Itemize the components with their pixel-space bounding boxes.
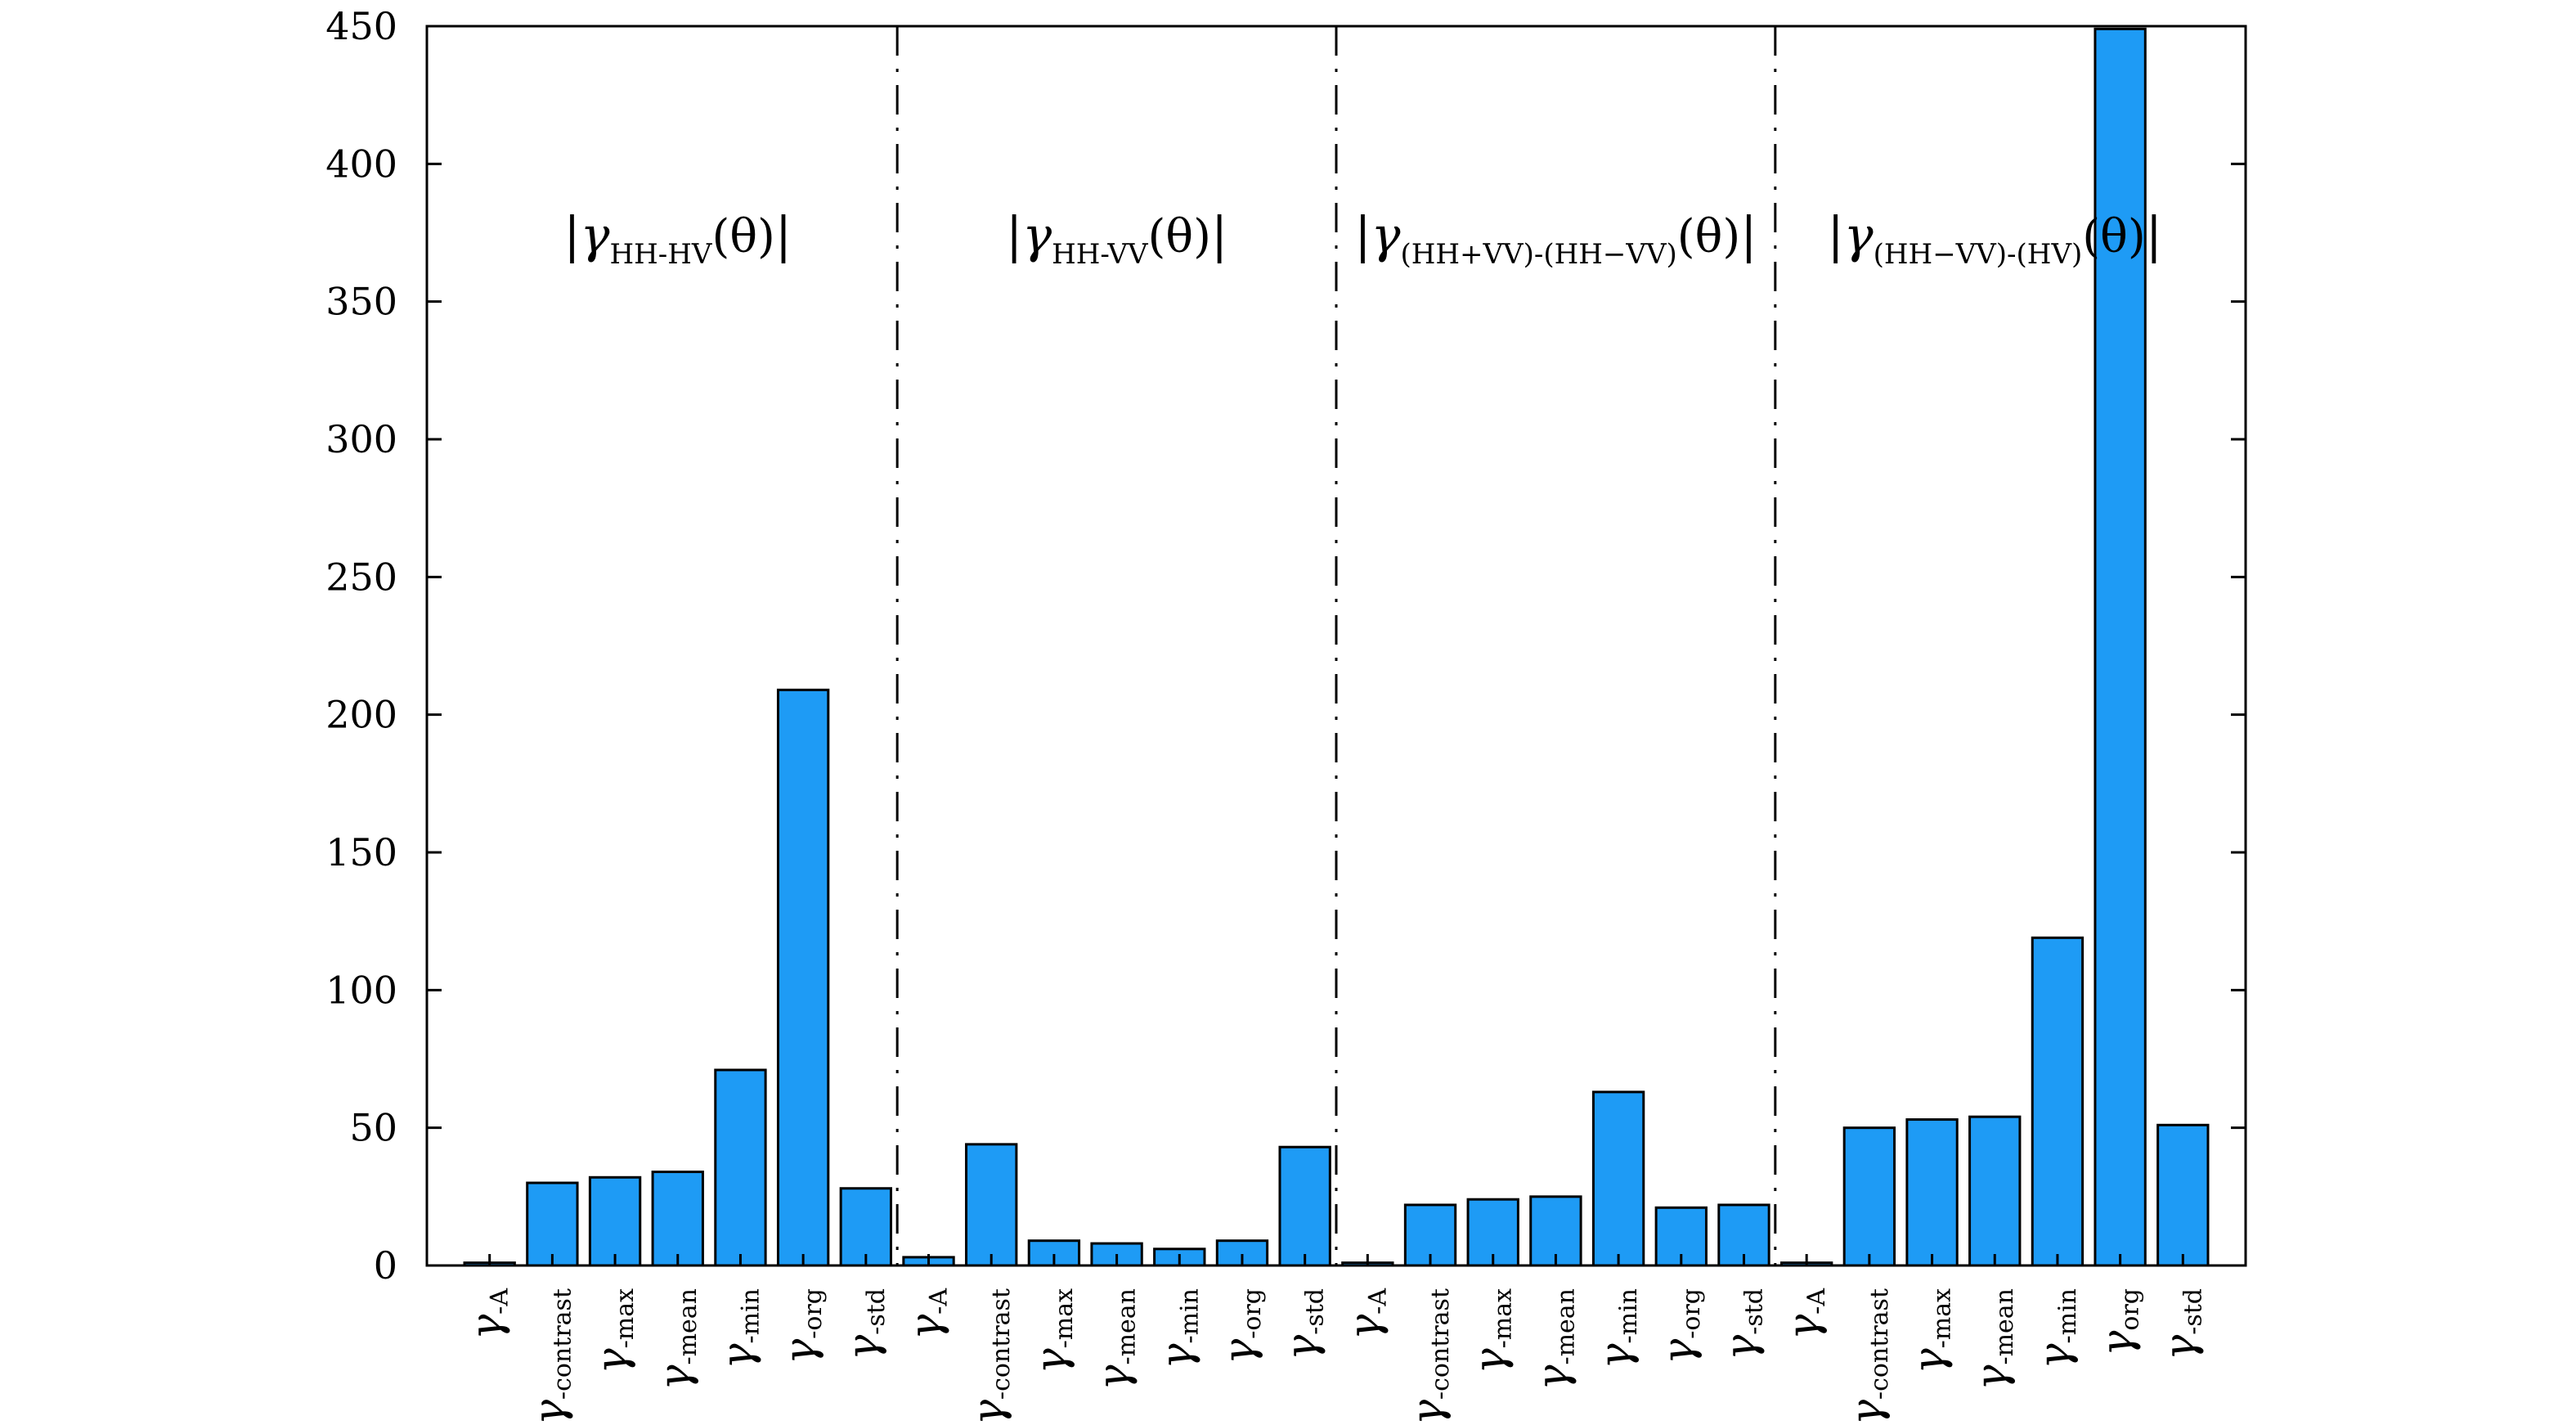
y-tick-label: 150 — [325, 830, 397, 874]
bar — [1591, 1090, 1645, 1267]
x-tick-label: γ-max — [588, 1288, 640, 1374]
x-tick-label: γ-contrast — [964, 1288, 1016, 1425]
y-tick-label: 100 — [325, 968, 397, 1012]
x-tick-label: γorg — [2094, 1288, 2145, 1356]
x-tick-label: γ-max — [1905, 1288, 1957, 1374]
x-tick-label: γ-max — [1466, 1288, 1518, 1374]
bar — [965, 1143, 1018, 1267]
group-label: |γHH-VV(θ)| — [1006, 207, 1227, 271]
x-tick-label: γ-std — [2156, 1288, 2207, 1360]
group-label: |γ(HH−VV)-(HV)(θ)| — [1828, 207, 2162, 271]
x-tick-label: γ-max — [1027, 1288, 1079, 1374]
bar — [1278, 1145, 1331, 1267]
bar — [1968, 1115, 2022, 1267]
x-tick-label: γ-std — [1717, 1288, 1768, 1360]
bar — [776, 688, 830, 1267]
x-tick-label: γ-org — [1654, 1288, 1706, 1364]
bar — [2094, 27, 2147, 1267]
bar — [2031, 936, 2085, 1267]
y-tick-label: 250 — [325, 555, 397, 599]
y-tick-label: 450 — [325, 4, 397, 48]
y-tick-label: 200 — [325, 693, 397, 737]
y-tick-label: 0 — [374, 1243, 397, 1288]
axes — [425, 25, 2247, 1267]
y-tick-label: 350 — [325, 280, 397, 324]
x-tick-label: γ-contrast — [525, 1288, 577, 1425]
x-tick-label: γ-std — [839, 1288, 891, 1360]
x-tick-label: γ-mean — [651, 1288, 702, 1391]
y-tick-label: 400 — [325, 142, 397, 186]
y-tick-label: 300 — [325, 417, 397, 461]
x-tick-label: γ-org — [1215, 1288, 1267, 1364]
bars — [463, 27, 2210, 1267]
x-tick-label: γ-std — [1278, 1288, 1330, 1360]
bar — [1529, 1195, 1582, 1267]
bar — [651, 1171, 704, 1267]
bar — [1842, 1126, 1896, 1267]
x-tick-label: γ-org — [776, 1288, 828, 1364]
y-axis-ticks: 0 50 100 150 200 250 300 350 400 450 — [325, 4, 2246, 1288]
x-tick-label: γ-min — [2031, 1288, 2082, 1369]
x-tick-label: γ-mean — [1968, 1288, 2019, 1391]
x-tick-label: γ-contrast — [1842, 1288, 1894, 1425]
x-tick-label: γ-A — [1779, 1288, 1831, 1340]
x-tick-label: γ-A — [902, 1288, 954, 1340]
group-label: |γ(HH+VV)-(HH−VV)(θ)| — [1354, 207, 1757, 271]
x-tick-label: γ-contrast — [1403, 1288, 1455, 1425]
y-tick-label: 50 — [349, 1106, 397, 1150]
plot-frame — [425, 25, 2247, 1267]
bar — [1905, 1118, 1959, 1267]
x-tick-label: γ-min — [1152, 1288, 1204, 1369]
group-label: |γHH-HV(θ)| — [563, 207, 792, 271]
x-tick-label: γ-min — [713, 1288, 765, 1369]
bar — [2156, 1123, 2210, 1267]
bar — [526, 1181, 579, 1267]
bar — [588, 1176, 642, 1267]
x-tick-label: γ-min — [1591, 1288, 1643, 1369]
bar — [839, 1187, 893, 1267]
x-tick-label: γ-mean — [1090, 1288, 1142, 1391]
group-labels: |γHH-HV(θ)| |γHH-VV(θ)| |γ(HH+VV)-(HH−VV)(… — [563, 207, 2162, 271]
x-tick-label: γ-mean — [1528, 1288, 1580, 1391]
x-tick-label: γ-A — [1340, 1288, 1392, 1340]
bar — [714, 1068, 767, 1267]
x-tick-label: γ-A — [463, 1288, 514, 1340]
